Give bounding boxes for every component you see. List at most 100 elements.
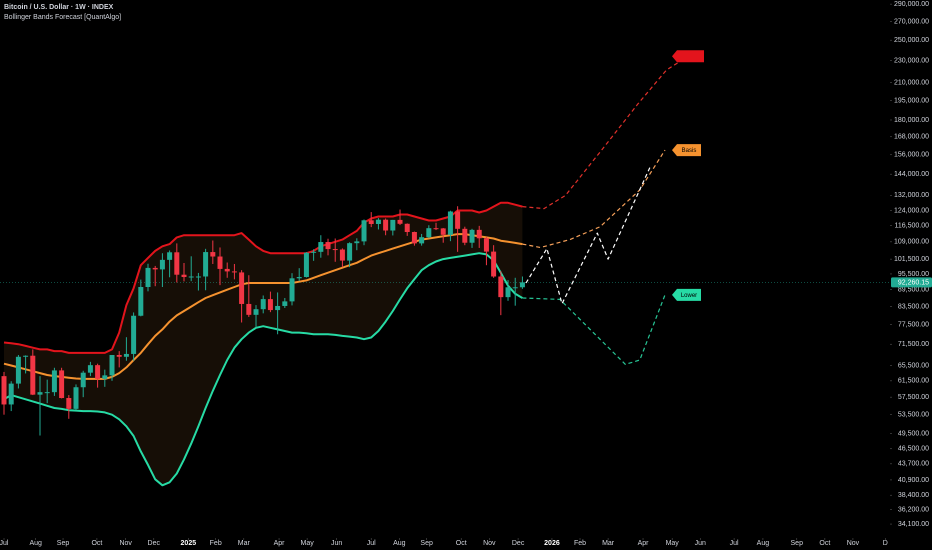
y-tick-label: 132,000.00 xyxy=(894,192,929,199)
candle-body xyxy=(354,241,360,244)
candle-body xyxy=(123,353,129,357)
candle-body xyxy=(491,251,497,277)
x-tick-label: May xyxy=(666,540,680,547)
candle-body xyxy=(433,228,439,230)
x-tick-label: Aug xyxy=(393,540,406,547)
y-tick-label: 43,700.00 xyxy=(898,461,929,468)
candle-body xyxy=(217,256,223,269)
candle-body xyxy=(447,211,453,235)
candle-body xyxy=(347,243,353,261)
candle-body xyxy=(239,272,245,304)
candle-body xyxy=(210,252,216,257)
candle-body xyxy=(188,276,194,278)
candle-body xyxy=(138,287,144,316)
candle-body xyxy=(282,301,288,306)
series-tag xyxy=(672,288,701,301)
plot-area: Basis Lower xyxy=(0,50,890,487)
x-tick-label: Apr xyxy=(274,540,286,547)
x-tick-label: Oct xyxy=(91,540,102,547)
candle-body xyxy=(440,228,446,235)
last-price-tag xyxy=(891,277,932,288)
chart-subtitle: Bollinger Bands Forecast [QuantAlgo] xyxy=(4,14,121,21)
x-tick-label: 2025 xyxy=(181,540,197,547)
candle-body xyxy=(296,277,302,279)
candle-body xyxy=(390,219,396,231)
y-tick-label: 57,500.00 xyxy=(898,394,929,401)
x-tick-label: Sep xyxy=(57,540,70,547)
candle-body xyxy=(44,392,50,394)
y-tick-label: 89,500.00 xyxy=(898,287,929,294)
candle-body xyxy=(30,355,36,395)
y-tick-label: 71,500.00 xyxy=(898,341,929,348)
candle-body xyxy=(455,211,461,229)
x-tick-label: Jul xyxy=(367,540,376,547)
series-tag-label: Basis xyxy=(682,148,697,154)
candle-body xyxy=(231,271,237,273)
x-tick-label: Aug xyxy=(29,540,42,547)
candle-body xyxy=(152,267,158,270)
candle-body xyxy=(102,375,108,379)
candle-body xyxy=(73,387,79,409)
x-tick-label: Sep xyxy=(420,540,433,547)
x-tick-label: Jul xyxy=(730,540,739,547)
candle-body xyxy=(462,228,468,243)
candle-body xyxy=(397,219,403,224)
candle-body xyxy=(224,268,230,272)
x-tick-label: D xyxy=(883,540,888,547)
x-tick-label: Oct xyxy=(456,540,467,547)
candle-body xyxy=(131,315,137,354)
x-tick-label: Feb xyxy=(574,540,586,547)
forecast-line xyxy=(522,149,666,249)
x-tick-label: Mar xyxy=(602,540,615,547)
candle-body xyxy=(1,376,7,405)
candle-body xyxy=(368,220,374,225)
candle-body xyxy=(426,228,432,238)
candle-body xyxy=(66,398,72,409)
x-tick-label: 2026 xyxy=(544,540,560,547)
candle-body xyxy=(361,220,367,242)
candle-body xyxy=(87,365,93,373)
forecast-line xyxy=(525,167,651,305)
candle-body xyxy=(109,355,115,376)
y-tick-label: 168,000.00 xyxy=(894,134,929,141)
series-tag xyxy=(672,144,701,157)
x-tick-label: Dec xyxy=(512,540,525,547)
y-tick-label: 250,000.00 xyxy=(894,37,929,44)
candle-body xyxy=(167,252,173,260)
x-tick-label: Nov xyxy=(119,540,132,547)
candle-body xyxy=(512,287,518,289)
x-tick-label: Aug xyxy=(757,540,770,547)
candle-body xyxy=(253,309,259,315)
candle-body xyxy=(318,242,324,252)
candle-body xyxy=(95,365,101,379)
y-tick-label: 144,000.00 xyxy=(894,171,929,178)
band-line xyxy=(3,233,523,380)
candle-body xyxy=(246,303,252,315)
y-tick-label: 290,000.00 xyxy=(894,1,929,8)
last-price-label: 92,260.15 xyxy=(898,280,929,287)
candle-body xyxy=(311,251,317,253)
x-tick-label: Jun xyxy=(695,540,706,547)
y-tick-label: 53,500.00 xyxy=(898,412,929,419)
x-tick-label: Dec xyxy=(148,540,161,547)
candle-body xyxy=(51,370,57,393)
x-tick-label: Sep xyxy=(791,540,804,547)
y-tick-label: 156,000.00 xyxy=(894,152,929,159)
forecast-line xyxy=(522,55,689,210)
y-tick-label: 180,000.00 xyxy=(894,117,929,124)
band-fill xyxy=(4,202,523,486)
candle-body xyxy=(303,252,309,278)
x-tick-label: Apr xyxy=(638,540,650,547)
candle-body xyxy=(15,356,21,384)
y-tick-label: 124,000.00 xyxy=(894,207,929,214)
candle-body xyxy=(325,242,331,250)
candle-body xyxy=(59,370,65,399)
y-tick-label: 38,400.00 xyxy=(898,492,929,499)
x-tick-label: Nov xyxy=(483,540,496,547)
candle-body xyxy=(289,278,295,302)
y-tick-label: 77,500.00 xyxy=(898,322,929,329)
candle-body xyxy=(174,252,180,275)
